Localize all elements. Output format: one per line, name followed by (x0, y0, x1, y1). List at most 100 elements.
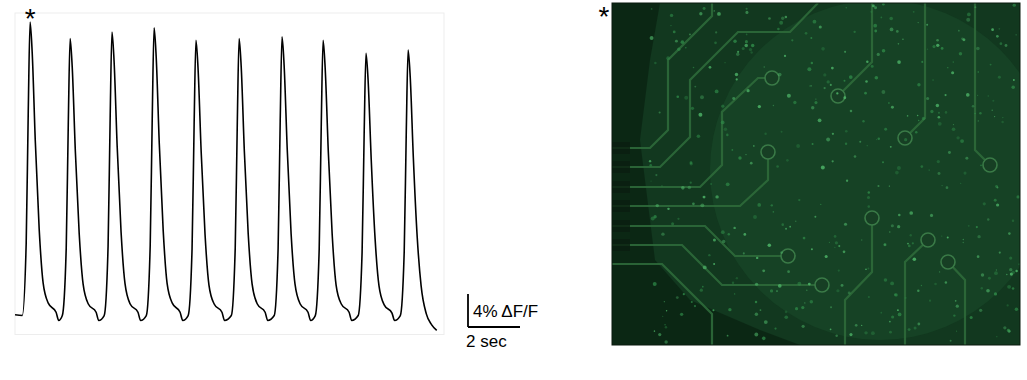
speckle (991, 109, 992, 110)
speckle (907, 243, 909, 245)
speckle (875, 76, 879, 80)
lead-stub (612, 239, 630, 251)
speckle (755, 301, 757, 303)
speckle (758, 105, 761, 108)
speckle (791, 39, 793, 41)
electrode-pad (815, 278, 829, 292)
speckle (966, 93, 970, 97)
speckle (868, 296, 870, 298)
speckle (658, 333, 661, 336)
speckle (1015, 34, 1016, 35)
speckle (807, 67, 811, 71)
speckle (823, 73, 826, 76)
scale-bar-time (468, 326, 520, 328)
speckle (804, 302, 805, 303)
speckle (649, 164, 652, 167)
speckle (972, 105, 975, 108)
speckle (681, 40, 685, 44)
speckle (805, 32, 808, 35)
lead-stub (612, 181, 630, 193)
speckle (908, 245, 911, 248)
electrode-pad (865, 211, 879, 225)
speckle (734, 293, 735, 294)
speckle (918, 22, 919, 23)
speckle (755, 283, 758, 286)
speckle (666, 56, 670, 60)
speckle (796, 144, 800, 148)
speckle (694, 305, 696, 307)
speckle (996, 35, 999, 38)
speckle (768, 244, 772, 248)
speckle (749, 48, 752, 51)
speckle (654, 330, 656, 332)
speckle (870, 11, 872, 13)
speckle (832, 160, 834, 162)
electrode-lead (948, 262, 965, 345)
speckle (959, 52, 962, 55)
speckle (938, 112, 940, 114)
image-label: * (599, 1, 610, 32)
speckle (962, 242, 964, 244)
speckle (889, 231, 891, 233)
speckle (827, 288, 829, 290)
speckle (700, 203, 704, 207)
speckle (756, 257, 758, 259)
speckle (825, 255, 828, 258)
speckle (846, 180, 848, 182)
speckle (981, 273, 984, 276)
speckle (941, 235, 942, 236)
speckle (1013, 79, 1015, 81)
speckle (868, 191, 870, 193)
speckle (722, 240, 725, 243)
speckle (835, 335, 838, 338)
speckle (821, 47, 825, 51)
speckle (843, 96, 846, 99)
speckle (945, 111, 948, 114)
speckle (795, 221, 796, 222)
speckle (736, 53, 739, 56)
speckle (896, 30, 899, 33)
electrode-lead (612, 3, 712, 148)
speckle (845, 130, 848, 133)
speckle (728, 308, 731, 311)
electrode-pad (781, 249, 795, 263)
speckle (960, 139, 964, 143)
speckle (1007, 304, 1009, 306)
image-tissue (710, 3, 1020, 340)
speckle (921, 61, 923, 63)
speckle (757, 203, 761, 207)
speckle (746, 89, 749, 92)
speckle (882, 161, 884, 163)
speckle (918, 120, 919, 121)
speckle (691, 301, 693, 303)
speckle (732, 97, 735, 100)
speckle (999, 28, 1001, 30)
speckle (1015, 308, 1018, 311)
speckle (936, 44, 939, 47)
speckle (692, 202, 695, 205)
speckle (844, 80, 846, 82)
speckle (781, 131, 783, 133)
speckle (947, 236, 949, 238)
speckle (651, 8, 653, 10)
speckle (768, 17, 771, 20)
speckle (910, 234, 912, 236)
electrode-lead (612, 3, 818, 167)
speckle (948, 151, 951, 154)
speckle (670, 14, 673, 17)
speckle (755, 312, 758, 315)
speckle (922, 117, 925, 120)
speckle (996, 203, 999, 206)
speckle (746, 8, 748, 10)
speckle (884, 278, 888, 282)
speckle (994, 199, 997, 202)
speckle (877, 53, 880, 56)
speckle (946, 186, 949, 189)
speckle (981, 287, 983, 289)
speckle (744, 44, 748, 48)
speckle (1013, 3, 1016, 6)
scale-bars: 4% ΔF/F2 sec (466, 294, 538, 351)
speckle (650, 180, 651, 181)
speckle (677, 218, 679, 220)
speckle (938, 122, 942, 126)
